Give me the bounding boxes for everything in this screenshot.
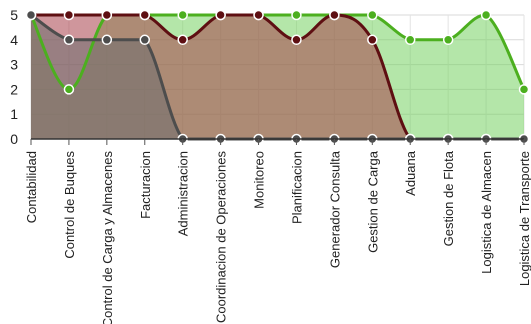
- data-point[interactable]: [329, 9, 340, 21]
- data-points: [25, 9, 530, 145]
- data-point[interactable]: [404, 34, 416, 46]
- x-tick-label: Generador Consulta: [327, 150, 342, 268]
- data-point[interactable]: [177, 9, 188, 21]
- data-point[interactable]: [177, 34, 188, 46]
- data-point[interactable]: [63, 34, 75, 46]
- y-tick-label: 2: [10, 81, 18, 97]
- x-tick-label: Control de Buques: [62, 151, 77, 259]
- data-point[interactable]: [63, 9, 75, 21]
- y-tick-labels: 0 1 2 3 4 5: [10, 7, 18, 147]
- y-tick-label: 5: [10, 7, 18, 23]
- data-point[interactable]: [139, 34, 151, 46]
- x-tick-label: Administracion: [176, 151, 191, 236]
- data-point[interactable]: [367, 34, 378, 46]
- x-tick-label: Planificacion: [289, 151, 304, 224]
- series-area-2: [31, 15, 524, 139]
- x-tick-label: Contabilidad: [24, 151, 39, 223]
- x-tick-label: Control de Carga y Almacenes: [100, 151, 115, 324]
- data-point[interactable]: [101, 34, 113, 46]
- data-point[interactable]: [101, 9, 113, 21]
- y-tick-label: 0: [10, 131, 18, 147]
- data-point[interactable]: [253, 9, 264, 21]
- x-tick-label: Monitoreo: [252, 151, 267, 209]
- series-areas: [31, 14, 524, 139]
- y-tick-label: 3: [10, 57, 18, 73]
- x-tick-label: Coordinacion de Operaciones: [214, 151, 229, 323]
- y-tick-label: 4: [10, 32, 18, 48]
- data-point[interactable]: [139, 9, 151, 21]
- data-point[interactable]: [25, 9, 37, 21]
- x-tick-label: Gestion de Flota: [441, 150, 456, 246]
- data-point[interactable]: [480, 9, 492, 21]
- x-tick-label: Aduana: [403, 150, 418, 196]
- data-point[interactable]: [215, 9, 226, 21]
- data-point[interactable]: [367, 9, 378, 21]
- x-tick-label: Facturacion: [138, 151, 153, 219]
- data-point[interactable]: [291, 9, 302, 21]
- data-point[interactable]: [442, 34, 454, 46]
- data-point[interactable]: [518, 84, 530, 95]
- data-point[interactable]: [63, 84, 75, 95]
- y-tick-label: 1: [10, 106, 18, 122]
- x-tick-label: Logistica de Transporte: [517, 151, 531, 286]
- data-point[interactable]: [291, 34, 302, 46]
- x-tick-label: Logistica de Almacen: [479, 151, 494, 274]
- axes: [30, 138, 525, 145]
- x-tick-label: Gestion de Carga: [365, 150, 380, 253]
- x-tick-labels: Contabilidad Control de Buques Control de …: [24, 150, 531, 324]
